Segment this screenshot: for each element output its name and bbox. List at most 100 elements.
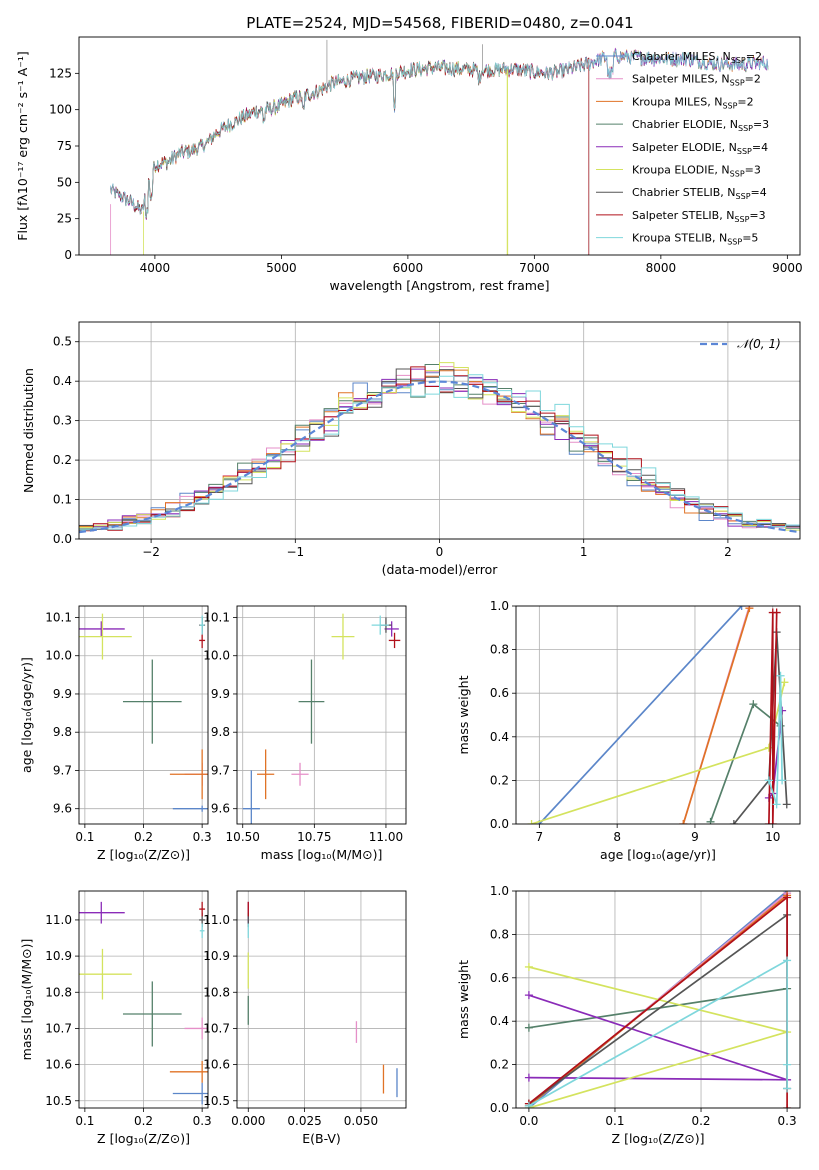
weight-marker <box>729 820 738 824</box>
y-tick-label: 0.5 <box>53 335 72 349</box>
weight-marker <box>764 743 773 752</box>
y-tick-label: 9.9 <box>211 687 230 701</box>
x-tick-label: 0.3 <box>193 1114 212 1128</box>
x-tick-label: 0.3 <box>193 830 212 844</box>
plot-area-mass-vs-ebv <box>247 901 398 1098</box>
axes-frame <box>78 36 801 256</box>
weight-line <box>768 675 783 805</box>
x-axis-label: Z [log₁₀(Z/Z⊙)] <box>97 1131 190 1146</box>
y-tick-label: 11.0 <box>203 913 230 927</box>
x-tick-label: 0.1 <box>75 1114 94 1128</box>
legend-label: Chabrier STELIB, NSSP=4 <box>632 186 767 201</box>
x-tick-label: 0.2 <box>134 830 153 844</box>
y-tick-label: 9.7 <box>53 763 72 777</box>
y-tick-label: 10.7 <box>203 1021 230 1035</box>
y-axis-label: mass [log₁₀(M/M⊙)] <box>19 939 34 1061</box>
y-tick-label: 9.6 <box>211 802 230 816</box>
errorbar-point <box>291 762 309 786</box>
y-tick-label: 10.0 <box>45 649 72 663</box>
weight-marker <box>783 1104 792 1108</box>
legend-label: Chabrier ELODIE, NSSP=3 <box>632 118 769 133</box>
x-axis-label: mass [log₁₀(M/M⊙)] <box>261 847 383 862</box>
plot-area-residuals <box>79 362 800 534</box>
histogram-series <box>79 374 800 531</box>
legend-label: Salpeter ELODIE, NSSP=4 <box>632 141 768 156</box>
weight-marker <box>782 800 791 809</box>
y-tick-label: 10.5 <box>203 1094 230 1108</box>
y-axis-label: Flux [fλ10⁻¹⁷ erg cm⁻² s⁻¹ A⁻¹] <box>15 51 30 240</box>
weight-marker <box>527 820 536 824</box>
histogram-series <box>79 368 800 530</box>
x-tick-label: 1 <box>580 545 588 559</box>
weight-marker <box>706 817 715 824</box>
weight-line <box>538 606 743 824</box>
y-tick-label: 0.4 <box>53 374 72 388</box>
weight-marker <box>772 800 781 809</box>
x-tick-label: −1 <box>286 545 304 559</box>
legend: 𝒩(0, 1) <box>700 337 781 351</box>
x-tick-label: 4000 <box>140 261 171 275</box>
x-tick-label: 2 <box>724 545 732 559</box>
y-tick-label: 10.6 <box>45 1058 72 1072</box>
y-tick-label: 75 <box>57 139 72 153</box>
errorbar-point <box>184 1017 208 1040</box>
errorbar-point <box>172 805 208 812</box>
x-tick-label: 0.3 <box>778 1114 797 1128</box>
errorbar-point <box>199 615 205 635</box>
y-tick-label: 9.8 <box>211 725 230 739</box>
weight-marker <box>524 962 533 971</box>
plot-area-weight-vs-Z <box>524 891 792 1108</box>
legend-label: Kroupa MILES, NSSP=2 <box>632 95 754 110</box>
legend-label: Kroupa ELODIE, NSSP=3 <box>632 164 761 179</box>
errorbar-point <box>79 948 132 1000</box>
weight-marker <box>524 1101 533 1108</box>
y-tick-label: 10.1 <box>203 610 230 624</box>
legend-label: Kroupa STELIB, NSSP=5 <box>632 232 758 247</box>
axes-frame <box>78 890 209 1109</box>
x-tick-label: 10.50 <box>226 830 260 844</box>
x-tick-label: 8000 <box>646 261 677 275</box>
axes-frame <box>515 605 801 825</box>
weight-marker <box>783 893 792 902</box>
weight-marker <box>679 820 688 824</box>
weight-marker <box>524 991 533 1000</box>
y-tick-label: 9.7 <box>211 763 230 777</box>
legend-label: 𝒩(0, 1) <box>737 337 781 351</box>
legend-label: Salpeter STELIB, NSSP=3 <box>632 209 766 224</box>
y-tick-label: 9.6 <box>53 802 72 816</box>
errorbar-point <box>388 632 401 649</box>
weight-marker <box>749 700 758 709</box>
x-axis-label: (data-model)/error <box>382 562 499 577</box>
y-tick-label: 1.0 <box>490 599 509 613</box>
errorbar-point <box>169 749 208 800</box>
y-tick-label: 100 <box>49 103 72 117</box>
axes-spectrum: 4000 5000 6000 7000 8000 9000 0 25 50 75 100 125 wav… <box>15 36 803 293</box>
weight-line <box>528 958 788 1107</box>
legend-label: Chabrier MILES, NSSP=2 <box>632 50 762 65</box>
errorbar-point <box>242 770 260 824</box>
x-tick-label: 9000 <box>772 261 803 275</box>
y-tick-label: 0.6 <box>490 686 509 700</box>
y-tick-label: 0.3 <box>53 414 72 428</box>
weight-marker <box>768 820 777 824</box>
y-tick-label: 0 <box>64 248 72 262</box>
plot-area-age-vs-mass <box>242 613 401 824</box>
errorbar-point <box>298 659 325 744</box>
y-tick-label: 0.8 <box>490 643 509 657</box>
y-tick-label: 10.9 <box>45 949 72 963</box>
weight-line <box>768 612 778 824</box>
figure-title: PLATE=2524, MJD=54568, FIBERID=0480, z=0… <box>246 14 633 32</box>
errorbar-point <box>122 659 182 744</box>
x-tick-label: 6000 <box>393 261 424 275</box>
weight-marker <box>780 678 789 687</box>
y-tick-label: 0.0 <box>490 817 509 831</box>
y-tick-label: 1.0 <box>490 884 509 898</box>
errorbar-point <box>79 613 132 660</box>
errorbar-point <box>199 632 206 649</box>
x-tick-label: 0.025 <box>287 1114 321 1128</box>
errorbar-point <box>122 981 182 1047</box>
weight-marker <box>745 606 754 613</box>
errorbar-point <box>199 901 206 917</box>
errorbar-point <box>199 923 205 939</box>
